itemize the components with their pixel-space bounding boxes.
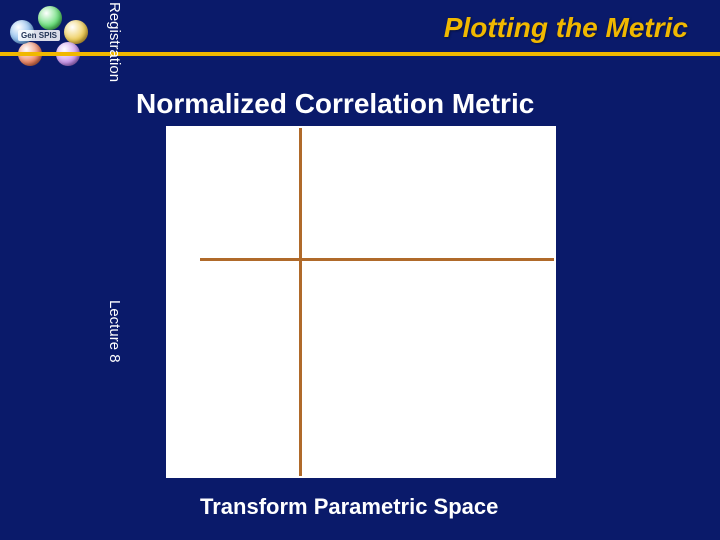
logo-node-icon [64,20,88,44]
slide-title: Plotting the Metric [444,12,688,44]
chart-plot-area [166,126,556,478]
chart-y-axis [299,128,302,476]
chart-title: Normalized Correlation Metric [136,88,534,120]
logo-star: Gen SPIS [6,6,92,58]
logo-caption: Gen SPIS [18,30,60,41]
chart-x-axis [200,258,554,261]
sidebar-label-lecture: Lecture 8 [106,300,123,363]
sidebar-label-top: Registration [106,2,123,82]
chart-x-caption: Transform Parametric Space [200,494,498,520]
logo-node-icon [38,6,62,30]
